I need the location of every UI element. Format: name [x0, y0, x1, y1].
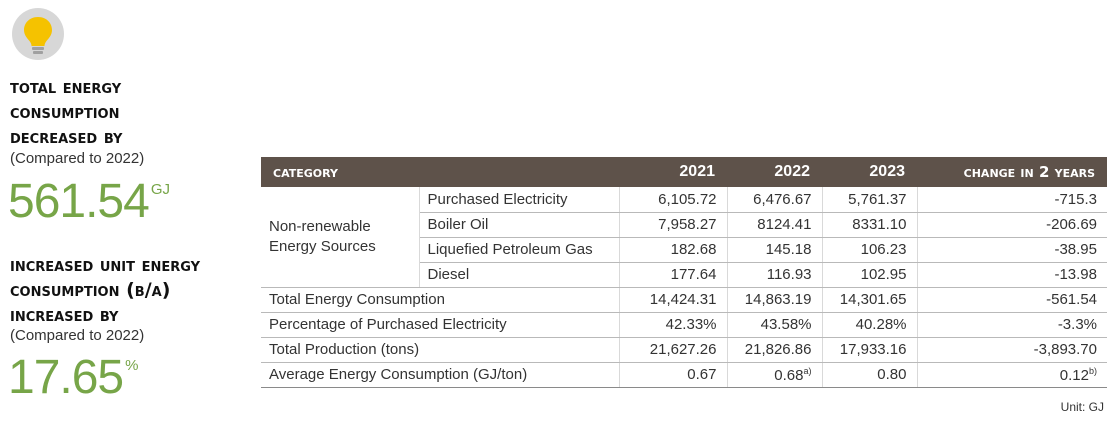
- table-header-row: Category 2021 2022 2023 Change in 2 Year…: [261, 157, 1107, 187]
- heading-line: Decreased by: [10, 126, 123, 148]
- cell-2023: 5,761.37: [822, 187, 918, 213]
- cell-2023: 0.80: [822, 362, 918, 388]
- heading-line: Consumption (b/a): [10, 279, 171, 301]
- heading-line: Increased Unit Energy: [10, 254, 201, 276]
- unit-note: Unit: GJ: [1060, 400, 1104, 414]
- footnote-marker: a): [803, 365, 812, 376]
- cell-2021: 0.67: [619, 362, 728, 388]
- cell-value: 0.12: [1059, 366, 1089, 384]
- cell-2022: 43.58%: [727, 312, 823, 338]
- row-label: Average Energy Consumption (GJ/ton): [261, 362, 620, 388]
- row-label: Total Production (tons): [261, 337, 620, 363]
- cell-change: -715.3: [917, 187, 1107, 213]
- cell-2021: 7,958.27: [619, 212, 728, 238]
- lightbulb-badge: [12, 8, 64, 60]
- cell-change: -3.3%: [917, 312, 1107, 338]
- cell-2022: 6,476.67: [727, 187, 823, 213]
- comparison-note: (Compared to 2022): [10, 150, 145, 167]
- unit-energy-increase-value: 17.65%: [8, 354, 138, 402]
- value-unit: %: [125, 357, 139, 374]
- cell-2022: 0.68a): [727, 362, 823, 388]
- cell-2021: 14,424.31: [619, 287, 728, 313]
- cell-2021: 177.64: [619, 262, 728, 288]
- header-change: Change in 2 Years: [917, 157, 1107, 187]
- cell-2023: 106.23: [822, 237, 918, 263]
- value-number: 17.65: [8, 351, 124, 404]
- cell-2022: 21,826.86: [727, 337, 823, 363]
- cell-2023: 102.95: [822, 262, 918, 288]
- total-energy-decrease-value: 561.54 GJ: [8, 178, 170, 226]
- cell-2021: 21,627.26: [619, 337, 728, 363]
- lightbulb-icon: [24, 17, 52, 54]
- table-row: Diesel 177.64 116.93 102.95 -13.98: [261, 262, 1107, 288]
- cell-2023: 14,301.65: [822, 287, 918, 313]
- cell-change: -38.95: [917, 237, 1107, 263]
- cell-change: -561.54: [917, 287, 1107, 313]
- energy-table-wrapper: Category 2021 2022 2023 Change in 2 Year…: [261, 157, 1107, 388]
- table-row: Total Energy Consumption 14,424.31 14,86…: [261, 287, 1107, 313]
- header-2022: 2022: [727, 157, 822, 187]
- heading-line: Total Energy: [10, 76, 122, 98]
- heading-line: Consumption: [10, 101, 120, 123]
- cell-2023: 17,933.16: [822, 337, 918, 363]
- cell-change: -206.69: [917, 212, 1107, 238]
- cell-2022: 116.93: [727, 262, 823, 288]
- cell-2021: 182.68: [619, 237, 728, 263]
- cell-2021: 42.33%: [619, 312, 728, 338]
- cell-change: 0.12b): [917, 362, 1107, 388]
- row-label: Purchased Electricity: [419, 187, 620, 213]
- table-row: Total Production (tons) 21,627.26 21,826…: [261, 337, 1107, 363]
- row-label: Percentage of Purchased Electricity: [261, 312, 620, 338]
- cell-change: -3,893.70: [917, 337, 1107, 363]
- header-2021: 2021: [619, 157, 727, 187]
- heading-line: Increased by: [10, 304, 119, 326]
- cell-value: 0.68: [774, 366, 804, 384]
- cell-2022: 145.18: [727, 237, 823, 263]
- table-row: Boiler Oil 7,958.27 8124.41 8331.10 -206…: [261, 212, 1107, 238]
- table-row: Percentage of Purchased Electricity 42.3…: [261, 312, 1107, 338]
- row-label: Boiler Oil: [419, 212, 620, 238]
- table-row: Average Energy Consumption (GJ/ton) 0.67…: [261, 362, 1107, 388]
- cell-2021: 6,105.72: [619, 187, 728, 213]
- heading-total-energy-decrease: Total Energy Consumption Decreased by: [10, 75, 250, 150]
- row-label: Total Energy Consumption: [261, 287, 620, 313]
- heading-unit-energy-increase: Increased Unit Energy Consumption (b/a) …: [10, 253, 270, 328]
- comparison-note: (Compared to 2022): [10, 327, 145, 344]
- cell-2023: 8331.10: [822, 212, 918, 238]
- energy-consumption-table: Category 2021 2022 2023 Change in 2 Year…: [261, 157, 1107, 388]
- header-2023: 2023: [822, 157, 917, 187]
- row-label: Diesel: [419, 262, 620, 288]
- cell-2022: 14,863.19: [727, 287, 823, 313]
- cell-2022: 8124.41: [727, 212, 823, 238]
- table-row: Non-renewable Energy Sources Purchased E…: [261, 187, 1107, 288]
- value-unit: GJ: [150, 181, 170, 198]
- table-row: Liquefied Petroleum Gas 182.68 145.18 10…: [261, 237, 1107, 263]
- row-label: Liquefied Petroleum Gas: [419, 237, 620, 263]
- cell-change: -13.98: [917, 262, 1107, 288]
- value-number: 561.54: [8, 175, 150, 228]
- footnote-marker: b): [1088, 365, 1097, 376]
- group-label: Non-renewable Energy Sources: [261, 187, 420, 288]
- header-category: Category: [261, 157, 619, 187]
- cell-2023: 40.28%: [822, 312, 918, 338]
